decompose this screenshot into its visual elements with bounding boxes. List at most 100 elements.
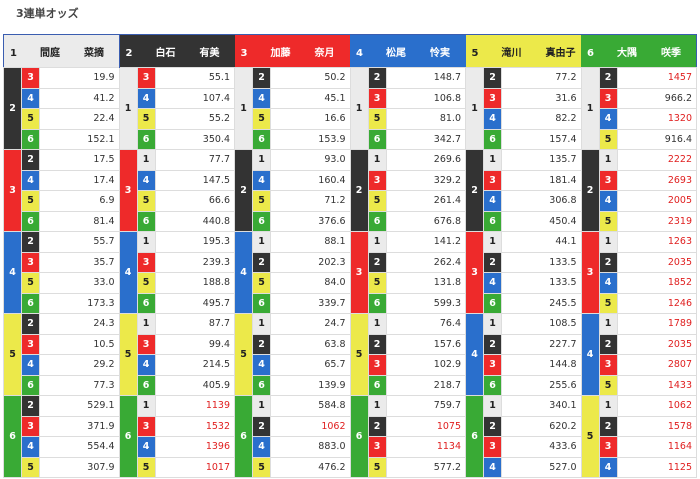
odds-cell[interactable]: 16.6 xyxy=(270,108,351,130)
odds-cell[interactable]: 153.9 xyxy=(270,128,351,150)
odds-cell[interactable]: 245.5 xyxy=(501,292,582,314)
odds-cell[interactable]: 131.8 xyxy=(385,272,466,294)
odds-cell[interactable]: 1320 xyxy=(616,108,697,130)
odds-cell[interactable]: 24.7 xyxy=(270,313,351,335)
odds-cell[interactable]: 152.1 xyxy=(39,128,120,150)
odds-cell[interactable]: 1852 xyxy=(616,272,697,294)
odds-cell[interactable]: 1075 xyxy=(385,415,466,437)
odds-cell[interactable]: 1164 xyxy=(616,436,697,458)
odds-cell[interactable]: 2005 xyxy=(616,190,697,212)
odds-cell[interactable]: 214.5 xyxy=(154,354,235,376)
odds-cell[interactable]: 77.3 xyxy=(39,374,120,396)
odds-cell[interactable]: 1532 xyxy=(154,415,235,437)
odds-cell[interactable]: 2693 xyxy=(616,169,697,191)
odds-cell[interactable]: 17.5 xyxy=(39,149,120,171)
odds-cell[interactable]: 50.2 xyxy=(270,67,351,89)
odds-cell[interactable]: 307.9 xyxy=(39,456,120,478)
odds-cell[interactable]: 1125 xyxy=(616,456,697,478)
odds-cell[interactable]: 376.6 xyxy=(270,210,351,232)
odds-cell[interactable]: 2319 xyxy=(616,210,697,232)
odds-cell[interactable]: 916.4 xyxy=(616,128,697,150)
odds-cell[interactable]: 107.4 xyxy=(154,87,235,109)
odds-cell[interactable]: 1139 xyxy=(154,395,235,417)
odds-cell[interactable]: 255.6 xyxy=(501,374,582,396)
odds-cell[interactable]: 22.4 xyxy=(39,108,120,130)
odds-cell[interactable]: 2222 xyxy=(616,149,697,171)
odds-cell[interactable]: 1457 xyxy=(616,67,697,89)
odds-cell[interactable]: 31.6 xyxy=(501,87,582,109)
odds-cell[interactable]: 1263 xyxy=(616,231,697,253)
odds-cell[interactable]: 599.3 xyxy=(385,292,466,314)
odds-cell[interactable]: 527.0 xyxy=(501,456,582,478)
odds-cell[interactable]: 676.8 xyxy=(385,210,466,232)
odds-cell[interactable]: 227.7 xyxy=(501,333,582,355)
odds-cell[interactable]: 262.4 xyxy=(385,251,466,273)
odds-cell[interactable]: 63.8 xyxy=(270,333,351,355)
odds-cell[interactable]: 17.4 xyxy=(39,169,120,191)
odds-cell[interactable]: 433.6 xyxy=(501,436,582,458)
odds-cell[interactable]: 584.8 xyxy=(270,395,351,417)
odds-cell[interactable]: 133.5 xyxy=(501,272,582,294)
odds-cell[interactable]: 81.4 xyxy=(39,210,120,232)
odds-cell[interactable]: 1017 xyxy=(154,456,235,478)
odds-cell[interactable]: 157.6 xyxy=(385,333,466,355)
odds-cell[interactable]: 1134 xyxy=(385,436,466,458)
odds-cell[interactable]: 340.1 xyxy=(501,395,582,417)
odds-cell[interactable]: 759.7 xyxy=(385,395,466,417)
odds-cell[interactable]: 883.0 xyxy=(270,436,351,458)
odds-cell[interactable]: 1062 xyxy=(270,415,351,437)
odds-cell[interactable]: 620.2 xyxy=(501,415,582,437)
odds-cell[interactable]: 306.8 xyxy=(501,190,582,212)
odds-cell[interactable]: 106.8 xyxy=(385,87,466,109)
odds-cell[interactable]: 966.2 xyxy=(616,87,697,109)
odds-cell[interactable]: 6.9 xyxy=(39,190,120,212)
odds-cell[interactable]: 44.1 xyxy=(501,231,582,253)
odds-cell[interactable]: 202.3 xyxy=(270,251,351,273)
odds-cell[interactable]: 55.7 xyxy=(39,231,120,253)
odds-cell[interactable]: 148.7 xyxy=(385,67,466,89)
odds-cell[interactable]: 139.9 xyxy=(270,374,351,396)
odds-cell[interactable]: 88.1 xyxy=(270,231,351,253)
odds-cell[interactable]: 45.1 xyxy=(270,87,351,109)
odds-cell[interactable]: 93.0 xyxy=(270,149,351,171)
odds-cell[interactable]: 160.4 xyxy=(270,169,351,191)
odds-cell[interactable]: 495.7 xyxy=(154,292,235,314)
odds-cell[interactable]: 77.2 xyxy=(501,67,582,89)
odds-cell[interactable]: 24.3 xyxy=(39,313,120,335)
odds-cell[interactable]: 195.3 xyxy=(154,231,235,253)
odds-cell[interactable]: 19.9 xyxy=(39,67,120,89)
odds-cell[interactable]: 35.7 xyxy=(39,251,120,273)
odds-cell[interactable]: 405.9 xyxy=(154,374,235,396)
odds-cell[interactable]: 1578 xyxy=(616,415,697,437)
odds-cell[interactable]: 133.5 xyxy=(501,251,582,273)
odds-cell[interactable]: 55.2 xyxy=(154,108,235,130)
odds-cell[interactable]: 71.2 xyxy=(270,190,351,212)
odds-cell[interactable]: 81.0 xyxy=(385,108,466,130)
odds-cell[interactable]: 529.1 xyxy=(39,395,120,417)
odds-cell[interactable]: 1246 xyxy=(616,292,697,314)
odds-cell[interactable]: 76.4 xyxy=(385,313,466,335)
odds-cell[interactable]: 102.9 xyxy=(385,354,466,376)
odds-cell[interactable]: 188.8 xyxy=(154,272,235,294)
odds-cell[interactable]: 577.2 xyxy=(385,456,466,478)
odds-cell[interactable]: 87.7 xyxy=(154,313,235,335)
odds-cell[interactable]: 371.9 xyxy=(39,415,120,437)
odds-cell[interactable]: 82.2 xyxy=(501,108,582,130)
odds-cell[interactable]: 77.7 xyxy=(154,149,235,171)
odds-cell[interactable]: 1062 xyxy=(616,395,697,417)
odds-cell[interactable]: 2807 xyxy=(616,354,697,376)
odds-cell[interactable]: 1433 xyxy=(616,374,697,396)
odds-cell[interactable]: 476.2 xyxy=(270,456,351,478)
odds-cell[interactable]: 66.6 xyxy=(154,190,235,212)
odds-cell[interactable]: 141.2 xyxy=(385,231,466,253)
odds-cell[interactable]: 135.7 xyxy=(501,149,582,171)
odds-cell[interactable]: 450.4 xyxy=(501,210,582,232)
odds-cell[interactable]: 239.3 xyxy=(154,251,235,273)
odds-cell[interactable]: 261.4 xyxy=(385,190,466,212)
odds-cell[interactable]: 99.4 xyxy=(154,333,235,355)
odds-cell[interactable]: 329.2 xyxy=(385,169,466,191)
odds-cell[interactable]: 339.7 xyxy=(270,292,351,314)
odds-cell[interactable]: 2035 xyxy=(616,251,697,273)
odds-cell[interactable]: 55.1 xyxy=(154,67,235,89)
odds-cell[interactable]: 157.4 xyxy=(501,128,582,150)
